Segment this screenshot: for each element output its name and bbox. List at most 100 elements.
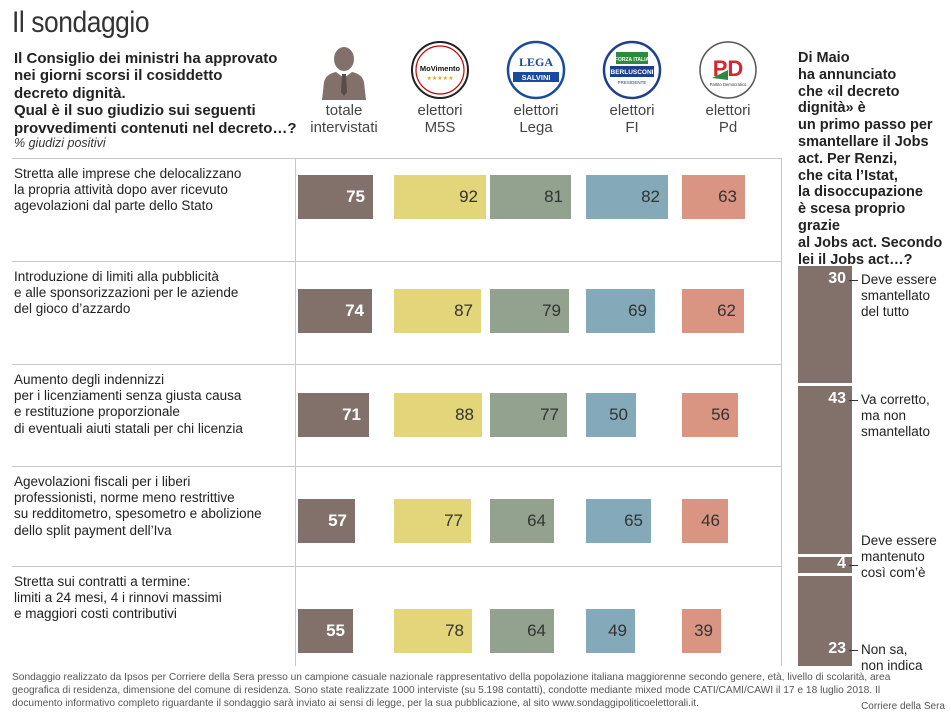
row-label-line: per i licenziamenti senza giusta causa — [14, 388, 242, 404]
stack-value: 30 — [828, 270, 846, 287]
column-line2: FI — [625, 119, 639, 136]
bar-value-fi: 65 — [624, 511, 643, 530]
question-line: Il Consiglio dei ministri ha approvato — [14, 50, 278, 67]
column-separator — [295, 158, 296, 666]
stack-label: Va corretto, ma non smantellato — [861, 392, 951, 440]
bar-pd — [682, 289, 744, 333]
stack-label-line: smantellato — [861, 288, 931, 303]
pd-logo-small: Partito Democratico — [710, 82, 747, 87]
question-line: provvedimenti contenuti nel decreto…? — [14, 119, 297, 137]
column-line2: M5S — [424, 119, 456, 136]
stack-segment — [798, 557, 852, 573]
bar-totale — [298, 175, 373, 219]
question-line: Qual è il suo giudizio sui seguenti — [14, 102, 256, 120]
stack-label: Deve essere smantellato del tutto — [861, 272, 951, 320]
column-header-pd: PD Partito Democratico elettori Pd — [682, 40, 774, 136]
stack-segment — [798, 386, 852, 554]
bar-totale — [298, 393, 369, 437]
stack-label-line: così com’è — [861, 565, 926, 580]
column-line2: intervistati — [310, 119, 378, 136]
stack-leader-line — [849, 280, 858, 281]
fi-logo-top: FORZA ITALIA — [615, 57, 650, 63]
row-label-line: del gioco d’azzardo — [14, 301, 131, 317]
bar-lega — [490, 289, 569, 333]
side-question: Di Maio ha annunciato che «il decreto digni… — [798, 50, 948, 268]
page-title: Il sondaggio — [12, 6, 150, 39]
side-question-line: la disoccupazione — [798, 184, 923, 201]
bar-value-fi: 49 — [608, 621, 627, 640]
question-text: Il Consiglio dei ministri ha approvato ne… — [14, 50, 304, 137]
bar-value-m5s: 92 — [459, 187, 478, 206]
bar-value-totale: 55 — [326, 621, 345, 640]
column-header-lega: LEGA SALVINI elettori Lega — [490, 40, 582, 136]
stack-label-line: non indica — [861, 658, 923, 673]
bar-pd — [682, 393, 738, 437]
stack-value: 4 — [837, 555, 846, 572]
svg-text:★★★★★: ★★★★★ — [427, 75, 454, 82]
side-question-line: ha annunciato — [798, 66, 897, 83]
side-question-line: act. Per Renzi, — [798, 150, 898, 167]
bar-value-pd: 63 — [718, 187, 737, 206]
bar-value-pd: 39 — [694, 621, 713, 640]
side-question-line: un primo passo per — [798, 117, 933, 134]
bar-lega — [490, 609, 554, 653]
bar-m5s — [394, 175, 486, 219]
side-question-line: lei il Jobs act…? — [798, 251, 913, 268]
bar-lega — [490, 175, 571, 219]
stack-value: 43 — [828, 390, 846, 407]
side-question-line: è scesa proprio grazie — [798, 201, 906, 234]
row-label-line: professionisti, norme meno restrittive — [14, 490, 235, 506]
row-label-line: Introduzione di limiti alla pubblicità — [14, 269, 219, 284]
column-separator — [781, 158, 782, 666]
bar-value-pd: 62 — [717, 301, 736, 320]
row-label-line: Aumento degli indennizzi — [14, 372, 165, 387]
bar-m5s — [394, 609, 472, 653]
row-label-line: la propria attività dopo aver ricevuto — [14, 182, 228, 198]
stack-value: 23 — [828, 640, 846, 657]
bar-fi — [586, 289, 655, 333]
question-note: % giudizi positivi — [14, 136, 106, 150]
bar-value-totale: 75 — [346, 187, 365, 206]
bar-value-totale: 71 — [342, 405, 361, 424]
bar-value-totale: 74 — [345, 301, 364, 320]
bar-value-totale: 57 — [328, 511, 347, 530]
row-label-line: Stretta sui contratti a termine: — [14, 574, 191, 589]
bar-value-m5s: 87 — [454, 301, 473, 320]
bar-m5s — [394, 393, 482, 437]
credit: Corriere della Sera — [861, 701, 945, 712]
column-line1: elettori — [513, 102, 559, 119]
side-question-line: al Jobs act. Secondo — [798, 234, 943, 251]
row-label: Stretta alle imprese che delocalizzano la… — [14, 166, 284, 215]
side-question-line: smantellare il Jobs — [798, 133, 929, 150]
bar-lega — [490, 393, 567, 437]
stack-label-line: smantellato — [861, 424, 931, 439]
bar-value-lega: 64 — [527, 511, 546, 530]
side-question-line: Di Maio — [798, 50, 850, 66]
stack-label-line: mantenuto — [861, 549, 925, 564]
row-label: Introduzione di limiti alla pubblicità e … — [14, 269, 284, 318]
row-label: Stretta sui contratti a termine: limiti a… — [14, 574, 284, 623]
m5s-logo-icon: MoVimento ★★★★★ — [411, 41, 469, 99]
row-label-line: di eventuali aiuti statali per chi licen… — [14, 420, 243, 436]
fi-logo-bottom: PRESIDENTE — [618, 80, 647, 85]
bar-fi — [586, 175, 668, 219]
stack-label-line: del tutto — [861, 304, 910, 319]
row-separator — [12, 158, 782, 159]
row-label-line: Agevolazioni fiscali per i liberi — [14, 474, 191, 489]
row-label-line: agevolazioni dal parte dello Stato — [14, 198, 213, 214]
column-header-totale: totale intervistati — [298, 40, 390, 136]
side-question-line: che cita l’Istat, — [798, 167, 898, 184]
column-header-m5s: MoVimento ★★★★★ elettori M5S — [394, 40, 486, 136]
lega-logo-icon: LEGA SALVINI — [506, 40, 566, 100]
bar-fi — [586, 609, 635, 653]
row-label: Agevolazioni fiscali per i liberi profess… — [14, 474, 284, 539]
column-line1: elettori — [609, 102, 655, 119]
question-line: decreto dignità. — [14, 84, 126, 102]
side-question-line: che «il decreto — [798, 83, 900, 100]
stack-label-line: Deve essere — [861, 272, 937, 287]
pd-logo-icon: PD Partito Democratico — [699, 41, 757, 99]
stack-label-line: Va corretto, — [861, 392, 930, 407]
bar-totale — [298, 289, 372, 333]
row-label-line: e restituzione proporzionale — [14, 404, 180, 420]
column-line1: elettori — [417, 102, 463, 119]
